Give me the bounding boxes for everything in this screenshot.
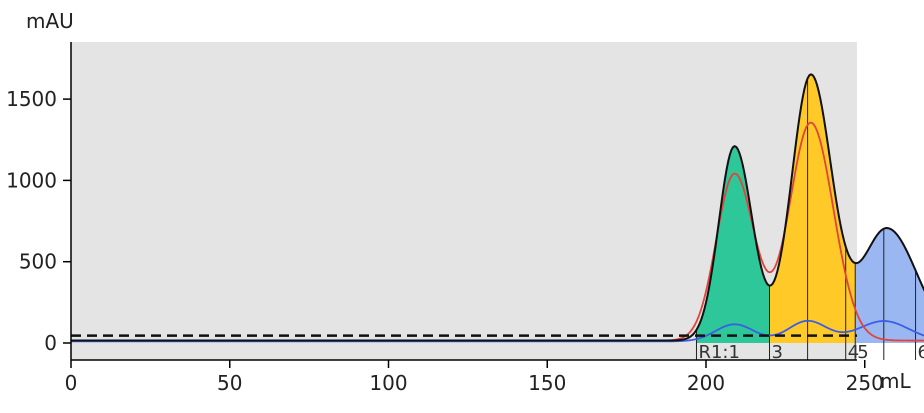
y-axis-ticks: 0 500 1000 1500	[6, 87, 71, 355]
fraction-fill-0	[696, 146, 770, 343]
fraction-fill-5	[883, 228, 916, 343]
fraction-fill-6	[915, 270, 924, 343]
y-tick-label: 1000	[6, 168, 57, 192]
x-tick-label: 100	[369, 371, 407, 395]
x-axis-unit: mL	[880, 369, 911, 393]
y-tick-label: 1500	[6, 87, 57, 111]
fraction-label: 4	[848, 342, 859, 363]
x-axis-ticks: 050100150200250300350400450	[65, 360, 884, 395]
x-tick-label: 0	[65, 371, 78, 395]
fraction-fill-4	[855, 228, 884, 343]
x-tick-label: 50	[217, 371, 242, 395]
y-tick-label: 500	[19, 250, 57, 274]
fraction-labels: R1:1345689	[698, 342, 924, 363]
trace-curves	[71, 73, 924, 343]
x-tick-label: 250	[846, 371, 884, 395]
x-tick-label: 200	[687, 371, 725, 395]
fraction-fill-2	[807, 74, 846, 344]
trace-line-2	[71, 73, 924, 342]
fraction-label: R1:1	[698, 342, 739, 363]
fraction-label: 6	[918, 342, 924, 363]
y-tick-label: 0	[44, 331, 57, 355]
y-axis-unit: mAU	[26, 9, 74, 33]
fraction-label: 5	[857, 342, 868, 363]
x-tick-label: 150	[528, 371, 566, 395]
fraction-label: 3	[772, 342, 783, 363]
